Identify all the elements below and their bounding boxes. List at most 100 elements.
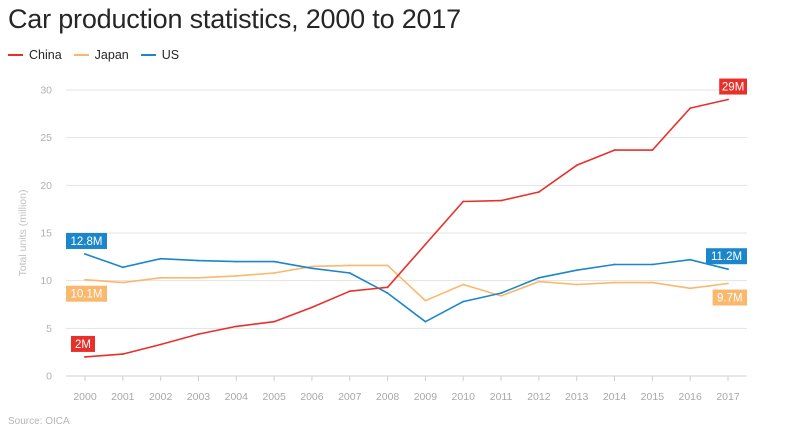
data-point-us: [689, 258, 692, 261]
y-tick-label: 30: [40, 85, 52, 97]
x-tick-label: 2006: [300, 391, 324, 403]
legend-swatch-china: [8, 54, 23, 56]
data-point-china: [537, 191, 540, 193]
y-axis-title: Total units (million): [17, 190, 29, 277]
x-tick-label: 2010: [452, 391, 476, 403]
data-label-bg: [71, 335, 95, 352]
data-point-china: [348, 290, 351, 293]
data-point-japan: [235, 275, 238, 277]
data-point-japan: [121, 281, 124, 284]
data-point-us: [273, 260, 276, 263]
y-tick-label: 25: [40, 132, 52, 144]
data-point-china: [651, 149, 654, 151]
data-point-us: [311, 267, 313, 270]
series-us: [84, 253, 729, 323]
data-point-china: [235, 325, 238, 328]
data-label-japan-17: 9.7M: [712, 289, 747, 306]
legend-swatch-japan: [73, 54, 89, 56]
data-point-japan: [348, 264, 351, 267]
data-point-japan: [197, 276, 200, 279]
series-line-us: [84, 253, 729, 323]
legend-label-japan: Japan: [94, 48, 129, 62]
series-japan: [84, 264, 729, 302]
data-point-us: [575, 269, 578, 272]
x-tick-label: 2014: [603, 391, 627, 403]
data-label-text: 29M: [722, 82, 744, 94]
y-tick-label: 5: [46, 323, 52, 335]
data-point-japan: [424, 299, 427, 302]
data-label-bg: [719, 78, 747, 95]
data-point-japan: [689, 287, 692, 290]
data-point-us: [500, 292, 502, 294]
data-point-us: [386, 292, 389, 294]
data-point-japan: [462, 283, 465, 286]
x-tick-label: 2011: [490, 391, 513, 403]
x-tick-label: 2004: [225, 391, 249, 403]
data-point-japan: [273, 272, 276, 274]
data-point-us: [424, 320, 427, 323]
series-line-china: [84, 98, 729, 358]
data-point-china: [159, 343, 162, 346]
data-point-us: [462, 300, 465, 303]
data-label-bg: [66, 232, 107, 249]
data-point-china: [121, 353, 124, 355]
data-label-text: 10.1M: [71, 289, 103, 301]
data-label-china-17: 29M: [719, 78, 747, 95]
x-tick-label: 2015: [641, 391, 665, 403]
data-point-japan: [575, 283, 578, 286]
data-point-japan: [613, 281, 616, 284]
data-label-text: 9.7M: [717, 293, 743, 305]
data-point-us: [727, 268, 729, 271]
series-china: [84, 98, 729, 358]
data-label-china-0: 2M: [71, 335, 95, 352]
data-point-us: [348, 272, 351, 274]
y-tick-label: 20: [40, 180, 52, 192]
legend-item-us: US: [140, 48, 180, 62]
x-tick-label: 2016: [678, 391, 702, 403]
data-label-us-17: 11.2M: [706, 248, 747, 265]
data-point-china: [462, 200, 465, 203]
data-point-us: [651, 263, 654, 266]
data-label-text: 12.8M: [71, 236, 103, 248]
x-tick-label: 2012: [527, 391, 551, 403]
data-label-text: 11.2M: [711, 251, 742, 263]
data-point-china: [84, 356, 86, 358]
data-point-us: [235, 260, 238, 263]
data-label-bg: [706, 248, 747, 265]
x-tick-label: 2000: [73, 391, 97, 403]
x-tick-label: 2003: [187, 391, 211, 403]
data-label-bg: [66, 285, 107, 302]
data-point-us: [84, 253, 86, 255]
data-point-china: [424, 243, 427, 246]
data-point-us: [159, 257, 162, 260]
data-label-bg: [712, 289, 747, 306]
x-tick-label: 2008: [376, 391, 400, 403]
data-point-china: [689, 107, 692, 110]
data-point-us: [613, 263, 616, 266]
legend-item-japan: Japan: [73, 48, 129, 62]
data-point-japan: [537, 280, 540, 283]
data-point-china: [727, 98, 729, 101]
data-point-japan: [159, 276, 162, 279]
x-tick-label: 2013: [565, 391, 589, 403]
data-label-japan-0: 10.1M: [66, 285, 107, 302]
data-point-china: [575, 164, 578, 167]
y-tick-label: 0: [46, 371, 52, 383]
data-point-china: [613, 149, 616, 151]
data-label-text: 2M: [75, 339, 91, 351]
x-tick-label: 2002: [149, 391, 173, 403]
legend-label-us: US: [161, 48, 180, 62]
x-tick-label: 2001: [111, 391, 135, 403]
data-point-china: [273, 320, 276, 323]
data-point-japan: [311, 265, 313, 268]
data-point-us: [197, 259, 200, 262]
data-point-japan: [84, 278, 86, 281]
source-note: Source: OICA: [8, 416, 70, 427]
data-point-japan: [386, 264, 389, 267]
data-point-china: [386, 286, 389, 289]
data-point-china: [197, 333, 200, 335]
data-point-us: [537, 276, 540, 279]
data-point-japan: [500, 295, 502, 297]
data-point-us: [121, 266, 124, 269]
